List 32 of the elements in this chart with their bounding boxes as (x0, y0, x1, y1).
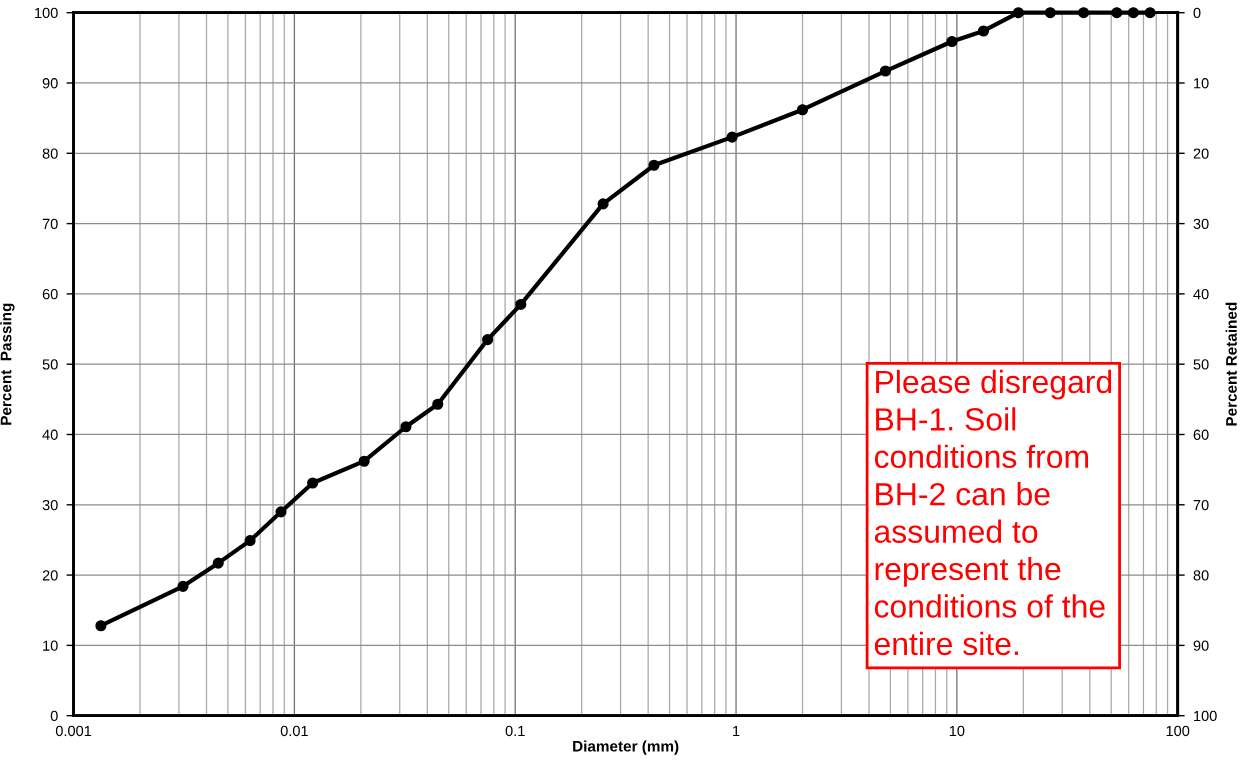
y-tick-label: 60 (42, 288, 58, 300)
y2-tick-label: 50 (1193, 359, 1209, 370)
y2-tick-label: 40 (1193, 288, 1209, 300)
y-tick-label: 100 (35, 7, 58, 19)
y2-tick-label: 30 (1193, 218, 1209, 230)
y2-tick-label: 90 (1193, 640, 1209, 651)
y-tick-label: 40 (42, 429, 58, 440)
y-tick-label: 90 (42, 78, 58, 89)
y-tick-label: 10 (43, 640, 58, 651)
x-tick-label: 0.01 (280, 725, 308, 737)
y2-tick-label: 0 (1193, 7, 1201, 19)
x-tick-label: 1 (733, 725, 740, 736)
annotation: Please disregard BH-1. Soil conditions from BH-2 can be assumed to represent the conditions of the entire site. (874, 369, 1112, 656)
y2-axis-title: Percent Retained (1225, 302, 1237, 426)
x-tick-label: 100 (1166, 725, 1190, 737)
y-tick-label: 30 (42, 499, 58, 511)
y2-tick-label: 10 (1194, 78, 1209, 89)
y-tick-label: 20 (42, 570, 58, 581)
y2-tick-label: 20 (1193, 148, 1209, 159)
y2-tick-label: 70 (1193, 499, 1209, 511)
y2-tick-label: 100 (1194, 710, 1217, 722)
y2-tick-label: 60 (1193, 429, 1209, 440)
y-tick-label: 80 (42, 148, 58, 159)
x-axis-title: Diameter (mm) (573, 740, 679, 755)
x-tick-label: 0.001 (55, 725, 92, 737)
y-tick-label: 0 (50, 710, 58, 722)
y-tick-label: 70 (42, 218, 58, 230)
y-tick-label: 50 (42, 359, 58, 370)
y2-tick-label: 80 (1193, 570, 1209, 581)
x-tick-label: 10 (949, 725, 965, 737)
y-axis-title: Percent Passing (0, 303, 15, 425)
x-tick-label: 0.1 (505, 725, 525, 737)
